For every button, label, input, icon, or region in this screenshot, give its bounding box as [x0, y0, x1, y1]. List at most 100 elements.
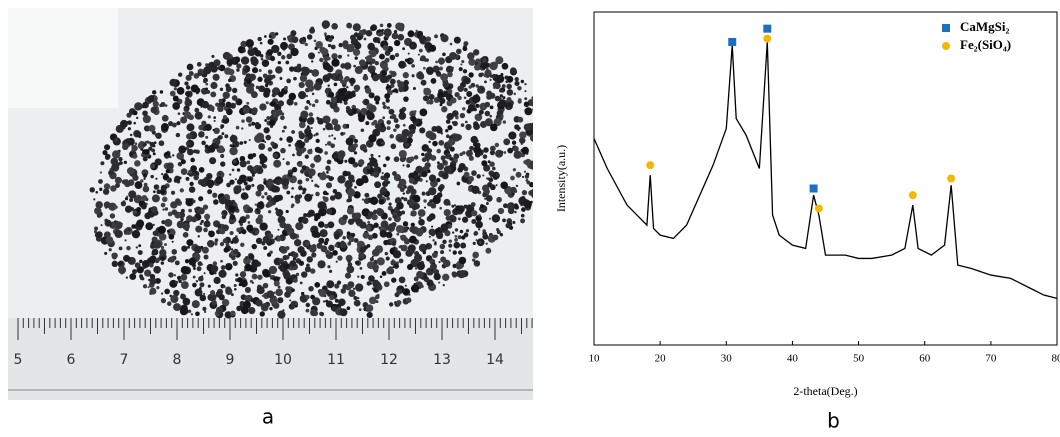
- granule: [401, 197, 404, 200]
- granule: [530, 161, 537, 168]
- granule: [280, 42, 288, 50]
- granule: [302, 37, 306, 41]
- granule: [490, 146, 496, 152]
- granule: [396, 225, 404, 233]
- granule: [240, 160, 247, 167]
- granule: [347, 242, 351, 246]
- granule: [312, 93, 315, 96]
- granule: [447, 72, 453, 78]
- granule: [162, 197, 167, 202]
- granule: [480, 204, 484, 208]
- granule: [153, 241, 161, 249]
- granule: [478, 228, 480, 230]
- granule: [208, 285, 211, 288]
- granule: [388, 217, 392, 221]
- granule: [354, 163, 358, 167]
- granule: [365, 87, 371, 93]
- granule: [172, 123, 177, 128]
- granule: [458, 218, 461, 221]
- granule: [189, 257, 197, 265]
- granule: [421, 171, 427, 177]
- granule: [152, 90, 156, 94]
- granule: [178, 112, 181, 115]
- granule: [468, 59, 475, 66]
- granule: [410, 117, 412, 119]
- granule: [155, 133, 159, 137]
- granule: [505, 223, 510, 228]
- granule: [178, 145, 186, 153]
- granule: [129, 273, 136, 280]
- granule: [399, 150, 407, 158]
- granule: [276, 211, 279, 214]
- granule: [183, 232, 189, 238]
- granule: [342, 236, 346, 240]
- granule: [141, 195, 147, 201]
- granule: [263, 246, 267, 250]
- granule: [267, 198, 269, 200]
- granule: [200, 295, 207, 302]
- granule: [348, 157, 355, 164]
- granule: [236, 126, 240, 130]
- granule: [291, 288, 295, 292]
- granule: [471, 219, 476, 224]
- granule: [141, 204, 147, 210]
- granule: [423, 67, 426, 70]
- granule: [310, 268, 315, 273]
- granule: [143, 115, 151, 123]
- granule: [403, 80, 409, 86]
- granule: [260, 155, 268, 163]
- granule: [203, 228, 208, 233]
- granule: [313, 134, 315, 136]
- granule: [489, 178, 494, 183]
- granule: [495, 143, 499, 147]
- plot-frame: [594, 12, 1057, 345]
- granule: [379, 125, 381, 127]
- granule: [346, 199, 350, 203]
- granule: [271, 45, 279, 53]
- granule: [306, 178, 310, 182]
- granule: [386, 120, 391, 125]
- granule: [286, 161, 290, 165]
- granule: [389, 134, 393, 138]
- granule: [221, 265, 226, 270]
- granule: [377, 167, 381, 171]
- granule: [231, 256, 236, 261]
- granule: [315, 192, 320, 197]
- granule: [450, 97, 456, 103]
- granule: [459, 67, 463, 71]
- granule: [268, 147, 273, 152]
- granule: [227, 59, 234, 66]
- granule: [291, 205, 294, 208]
- granule: [331, 45, 336, 50]
- granule: [348, 290, 355, 297]
- granule: [443, 91, 449, 97]
- granule: [464, 172, 470, 178]
- granule: [297, 246, 304, 253]
- granule: [259, 103, 266, 110]
- granule: [190, 165, 197, 172]
- granule: [235, 273, 238, 276]
- granule: [514, 93, 517, 96]
- granule: [385, 156, 390, 161]
- granule: [132, 153, 137, 158]
- granule: [334, 83, 338, 87]
- granule: [483, 154, 487, 158]
- granule: [314, 83, 322, 91]
- granule: [135, 195, 142, 202]
- granule: [305, 295, 309, 299]
- granule: [367, 312, 373, 318]
- granule: [142, 102, 149, 109]
- granule: [109, 248, 112, 251]
- granule: [226, 86, 232, 92]
- granule: [396, 202, 404, 210]
- granule: [152, 249, 159, 256]
- granule: [380, 24, 383, 27]
- granule: [324, 241, 328, 245]
- granule: [270, 101, 276, 107]
- granule: [103, 189, 109, 195]
- granule: [342, 215, 348, 221]
- granule: [419, 49, 423, 53]
- granule: [328, 38, 332, 42]
- granule: [171, 249, 177, 255]
- granule: [308, 210, 315, 217]
